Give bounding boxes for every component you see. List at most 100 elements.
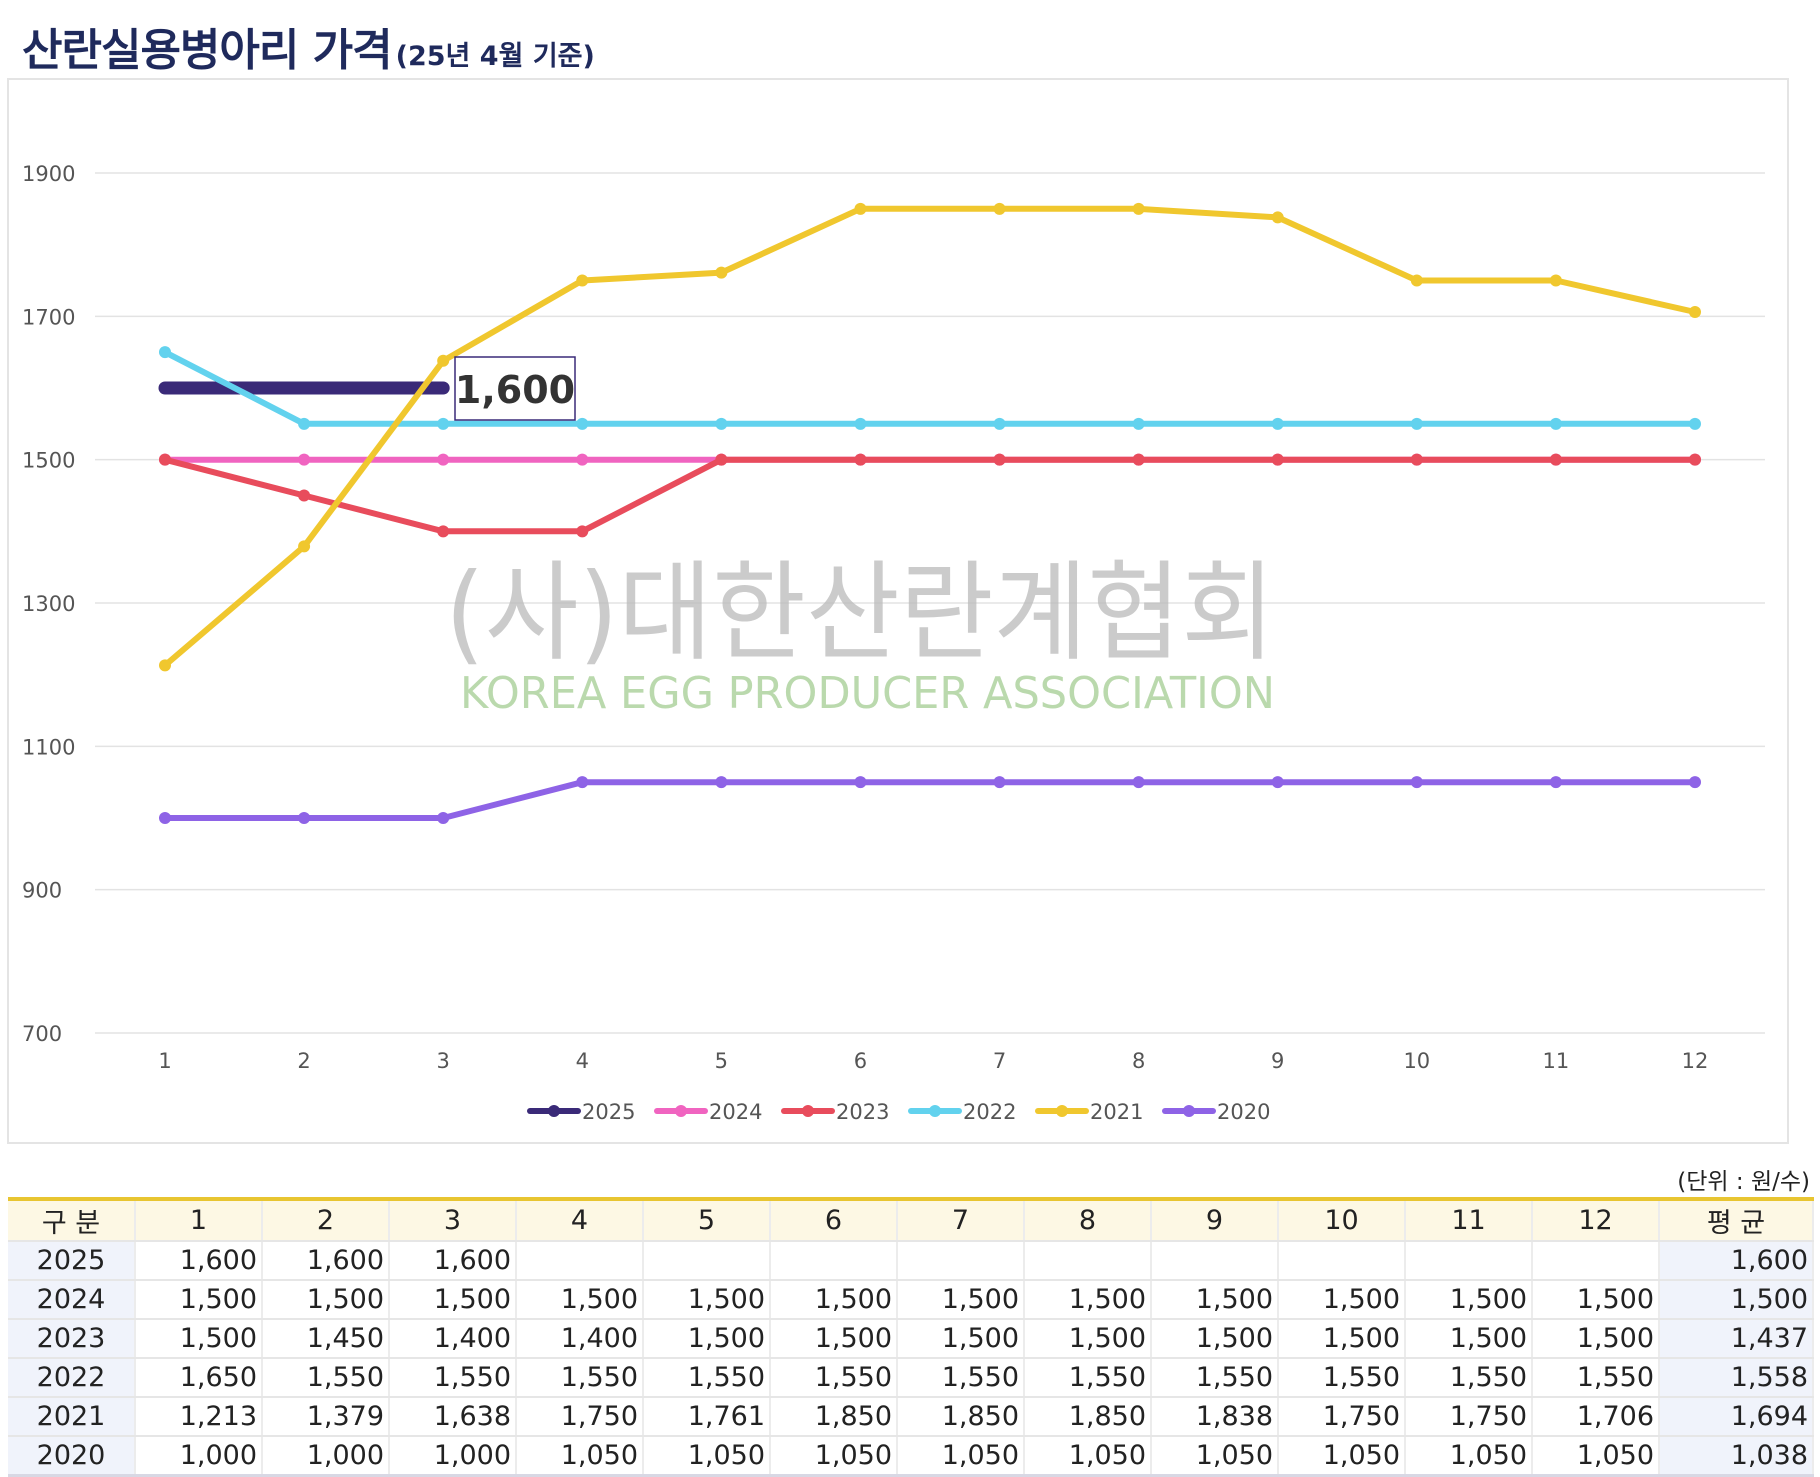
data-point-2021	[1689, 306, 1701, 319]
data-point-2023	[1549, 453, 1562, 466]
y-tick-label: 1700	[22, 305, 75, 329]
data-point-2022	[1689, 417, 1701, 430]
data-point-2020	[437, 812, 450, 824]
table-cell: 1,050	[643, 1436, 771, 1477]
table-cell: 1,400	[389, 1319, 517, 1359]
data-point-2022	[576, 417, 589, 430]
annotation-label: 1,600	[455, 368, 575, 412]
title-main: 산란실용병아리 가격	[22, 25, 393, 76]
header-month: 2	[262, 1199, 390, 1242]
table-row: 2020 1,000 1,000 1,000 1,050 1,050 1,050 1,050 1…	[8, 1436, 1814, 1477]
data-point-2022	[854, 417, 867, 430]
y-tick-label: 1500	[22, 449, 75, 473]
table-cell: 1,550	[897, 1358, 1025, 1398]
legend-item-2022: 2022	[908, 1100, 1016, 1124]
header-month: 12	[1532, 1199, 1660, 1242]
header-average: 평 균	[1659, 1199, 1814, 1242]
data-point-2020	[1410, 776, 1423, 789]
row-year: 2020	[8, 1436, 136, 1477]
table-cell: 1,500	[897, 1280, 1025, 1320]
data-point-2021	[1410, 274, 1423, 287]
table-cell: 1,600	[389, 1241, 517, 1281]
data-point-2023	[159, 453, 171, 466]
series-2022	[159, 346, 1701, 430]
table-cell: 1,550	[1278, 1358, 1406, 1398]
row-average: 1,558	[1659, 1358, 1814, 1398]
table-cell: 1,750	[1278, 1397, 1406, 1437]
y-axis-ticks: 700 900 1100 1300 1500 1700 1900	[22, 162, 75, 1046]
data-point-2021	[1132, 202, 1145, 215]
row-average: 1,500	[1659, 1280, 1814, 1320]
table-cell	[1405, 1241, 1533, 1281]
data-point-2020	[1132, 776, 1145, 789]
data-point-2020	[993, 776, 1006, 789]
data-point-2023	[993, 453, 1006, 466]
table-row: 2025 1,600 1,600 1,600 1,600	[8, 1241, 1814, 1281]
x-tick-label: 7	[993, 1049, 1006, 1073]
data-point-2021	[1549, 274, 1562, 287]
table-cell	[1151, 1241, 1279, 1281]
table-cell: 1,500	[1151, 1280, 1279, 1320]
data-point-2022	[1549, 417, 1562, 430]
data-point-2022	[715, 417, 728, 430]
y-tick-label: 1900	[22, 162, 75, 186]
table-cell: 1,550	[1532, 1358, 1660, 1398]
header-month: 1	[135, 1199, 263, 1242]
legend-label: 2021	[1090, 1100, 1143, 1124]
table-cell: 1,850	[770, 1397, 898, 1437]
table-cell: 1,000	[389, 1436, 517, 1477]
header-month: 4	[516, 1199, 644, 1242]
table-cell: 1,050	[897, 1436, 1025, 1477]
legend-item-2021: 2021	[1035, 1100, 1143, 1124]
data-point-2023	[1410, 453, 1423, 466]
header-month: 8	[1024, 1199, 1152, 1242]
series-lines	[158, 202, 1701, 824]
table-cell	[643, 1241, 771, 1281]
x-tick-label: 6	[854, 1049, 867, 1073]
table-cell: 1,213	[135, 1397, 263, 1437]
data-point-2020	[854, 776, 867, 789]
data-point-2021	[437, 354, 450, 367]
x-tick-label: 4	[576, 1049, 589, 1073]
table-cell	[897, 1241, 1025, 1281]
table-cell	[1532, 1241, 1660, 1281]
data-point-2024	[576, 453, 589, 466]
table-cell: 1,050	[1278, 1436, 1406, 1477]
table-cell: 1,550	[516, 1358, 644, 1398]
data-point-2023	[1689, 453, 1701, 466]
legend-label: 2023	[836, 1100, 889, 1124]
x-axis-ticks: 1 2 3 4 5 6 7 8 9 10 11 12	[158, 1049, 1708, 1073]
x-tick-label: 12	[1682, 1049, 1709, 1073]
header-month: 7	[897, 1199, 1025, 1242]
data-point-2023	[437, 525, 450, 538]
data-point-2021	[159, 659, 171, 672]
table-cell	[1024, 1241, 1152, 1281]
table-cell: 1,838	[1151, 1397, 1279, 1437]
row-average: 1,600	[1659, 1241, 1814, 1281]
data-point-2021	[854, 202, 867, 215]
table-cell: 1,050	[1151, 1436, 1279, 1477]
table-header-row: 구 분 1 2 3 4 5 6 7 8 9 10 11 12 평 균	[8, 1199, 1814, 1242]
y-tick-label: 1100	[22, 735, 75, 759]
table-cell: 1,600	[262, 1241, 390, 1281]
table-cell: 1,500	[135, 1280, 263, 1320]
table-cell: 1,450	[262, 1319, 390, 1359]
watermark: (사)대한산란계협회 KOREA EGG PRODUCER ASSOCIATIO…	[445, 551, 1275, 719]
table-cell: 1,850	[897, 1397, 1025, 1437]
data-point-2020	[1549, 776, 1562, 789]
y-tick-label: 900	[22, 879, 62, 903]
legend-marker	[1183, 1105, 1195, 1117]
watermark-english: KOREA EGG PRODUCER ASSOCIATION	[460, 668, 1275, 719]
row-year: 2023	[8, 1319, 136, 1359]
unit-note: (단위 : 원/수)	[1677, 1169, 1810, 1195]
legend-label: 2024	[709, 1100, 762, 1124]
table-cell: 1,550	[643, 1358, 771, 1398]
table-cell: 1,650	[135, 1358, 263, 1398]
x-tick-label: 1	[158, 1049, 171, 1073]
data-point-2025	[298, 382, 311, 394]
data-point-2023	[576, 525, 589, 538]
data-point-2024	[437, 453, 450, 466]
table-cell: 1,500	[262, 1280, 390, 1320]
table-cell: 1,750	[1405, 1397, 1533, 1437]
table-cell: 1,550	[1024, 1358, 1152, 1398]
